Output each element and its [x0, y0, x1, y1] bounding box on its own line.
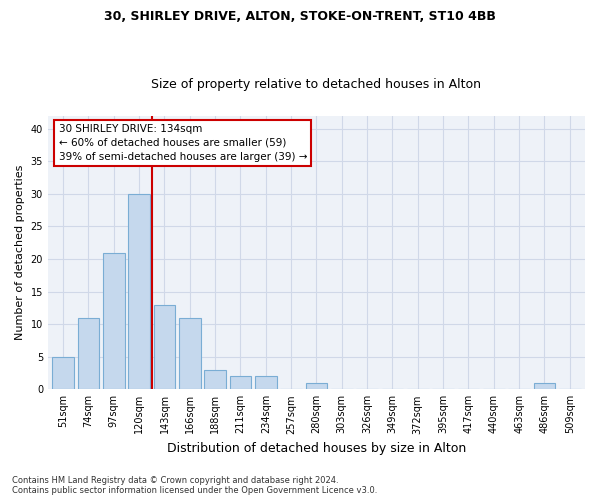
Text: 30, SHIRLEY DRIVE, ALTON, STOKE-ON-TRENT, ST10 4BB: 30, SHIRLEY DRIVE, ALTON, STOKE-ON-TRENT…	[104, 10, 496, 23]
Bar	[77, 318, 99, 390]
Bar	[305, 383, 327, 390]
Bar	[533, 383, 555, 390]
Bar	[205, 370, 226, 390]
Y-axis label: Number of detached properties: Number of detached properties	[15, 165, 25, 340]
Title: Size of property relative to detached houses in Alton: Size of property relative to detached ho…	[151, 78, 481, 91]
Bar	[103, 252, 125, 390]
Bar	[52, 356, 74, 390]
X-axis label: Distribution of detached houses by size in Alton: Distribution of detached houses by size …	[167, 442, 466, 455]
Bar	[128, 194, 150, 390]
Bar	[230, 376, 251, 390]
Text: Contains HM Land Registry data © Crown copyright and database right 2024.
Contai: Contains HM Land Registry data © Crown c…	[12, 476, 377, 495]
Bar	[179, 318, 200, 390]
Bar	[255, 376, 277, 390]
Bar	[154, 304, 175, 390]
Text: 30 SHIRLEY DRIVE: 134sqm
← 60% of detached houses are smaller (59)
39% of semi-d: 30 SHIRLEY DRIVE: 134sqm ← 60% of detach…	[59, 124, 307, 162]
